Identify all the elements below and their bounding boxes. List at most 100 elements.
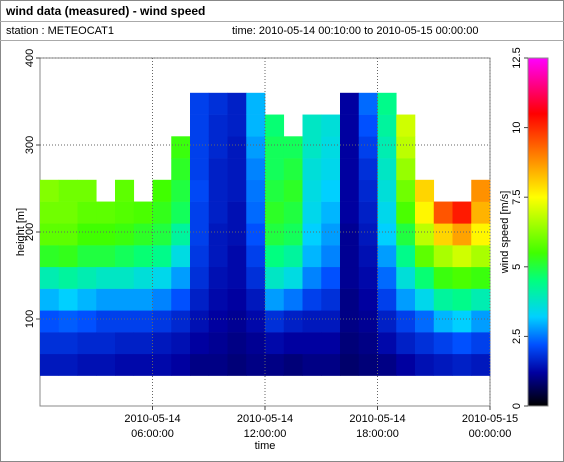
heat-cell: [208, 158, 228, 181]
heat-cell: [433, 353, 453, 376]
x-tick-label: 2010-05-14: [124, 413, 180, 425]
heat-cell: [152, 245, 172, 268]
heat-cell: [265, 223, 285, 246]
colorbar-tick-label: 0: [511, 403, 523, 409]
heat-cell: [452, 332, 472, 355]
heat-cell: [40, 332, 60, 355]
heat-cell: [246, 288, 266, 311]
heat-cell: [190, 114, 210, 137]
heat-cell: [246, 353, 266, 376]
heat-cell: [283, 223, 303, 246]
heat-cell: [396, 179, 416, 202]
heat-cell: [171, 353, 191, 376]
heat-cell: [265, 266, 285, 289]
heat-cell: [58, 245, 78, 268]
heat-cell: [340, 353, 360, 376]
heat-cell: [40, 310, 60, 333]
heat-cell: [283, 310, 303, 333]
heat-cell: [227, 332, 247, 355]
heat-cell: [77, 266, 97, 289]
heat-cell: [77, 288, 97, 311]
heat-cell: [433, 266, 453, 289]
colorbar-label: wind speed [m/s]: [499, 191, 511, 275]
heat-cell: [152, 332, 172, 355]
heat-cell: [152, 310, 172, 333]
heat-cell: [265, 158, 285, 181]
heat-cell: [152, 353, 172, 376]
heat-cell: [190, 353, 210, 376]
heat-cell: [115, 288, 135, 311]
heat-cell: [471, 179, 491, 202]
heat-cell: [40, 245, 60, 268]
heat-cell: [227, 353, 247, 376]
heat-cell: [208, 92, 228, 115]
heat-cell: [321, 201, 341, 224]
heat-cell: [377, 114, 397, 137]
heat-cell: [358, 158, 378, 181]
heat-cell: [396, 114, 416, 137]
heat-cell: [208, 223, 228, 246]
heat-cell: [171, 245, 191, 268]
heat-cell: [377, 158, 397, 181]
heat-cell: [302, 353, 322, 376]
heat-cell: [133, 223, 153, 246]
heat-cell: [321, 114, 341, 137]
heat-cell: [321, 158, 341, 181]
heat-cell: [321, 223, 341, 246]
heat-cell: [321, 288, 341, 311]
heat-cell: [471, 332, 491, 355]
heat-cell: [433, 223, 453, 246]
heat-cell: [302, 288, 322, 311]
heat-cell: [340, 114, 360, 137]
heat-cell: [152, 179, 172, 202]
heat-cell: [171, 288, 191, 311]
heat-cell: [415, 201, 435, 224]
heat-cell: [115, 332, 135, 355]
y-tick-label: 200: [24, 223, 36, 241]
heat-cell: [302, 332, 322, 355]
heat-cell: [190, 158, 210, 181]
heat-cell: [96, 332, 116, 355]
heat-cell: [208, 310, 228, 333]
heat-cell: [227, 288, 247, 311]
heat-cell: [283, 201, 303, 224]
heat-cell: [77, 245, 97, 268]
heat-cell: [283, 136, 303, 159]
heat-cell: [227, 179, 247, 202]
heat-cell: [396, 353, 416, 376]
heat-cell: [152, 288, 172, 311]
heat-cell: [246, 223, 266, 246]
heat-cell: [358, 353, 378, 376]
heat-cell: [227, 114, 247, 137]
heat-cell: [265, 332, 285, 355]
heat-cell: [77, 310, 97, 333]
heat-cell: [433, 310, 453, 333]
heat-cell: [208, 201, 228, 224]
heat-cell: [377, 223, 397, 246]
heat-cell: [340, 158, 360, 181]
heat-cell: [58, 353, 78, 376]
heat-cell: [433, 245, 453, 268]
heat-cell: [377, 310, 397, 333]
heat-cell: [377, 245, 397, 268]
heat-cell: [265, 310, 285, 333]
heat-cell: [452, 288, 472, 311]
heat-cell: [396, 245, 416, 268]
heat-cell: [246, 332, 266, 355]
heat-cell: [340, 266, 360, 289]
heat-cell: [40, 179, 60, 202]
time-range-label: time: 2010-05-14 00:10:00 to 2010-05-15 …: [232, 25, 478, 37]
heat-cell: [340, 201, 360, 224]
heat-cell: [227, 310, 247, 333]
heat-cell: [358, 201, 378, 224]
heat-cell: [40, 201, 60, 224]
colorbar-tick-label: 2.5: [511, 329, 523, 344]
heat-cell: [227, 201, 247, 224]
heat-cell: [40, 266, 60, 289]
heat-cell: [208, 114, 228, 137]
heat-cell: [171, 179, 191, 202]
heat-cell: [415, 223, 435, 246]
heat-cell: [340, 136, 360, 159]
heat-cell: [340, 288, 360, 311]
heat-cell: [58, 223, 78, 246]
